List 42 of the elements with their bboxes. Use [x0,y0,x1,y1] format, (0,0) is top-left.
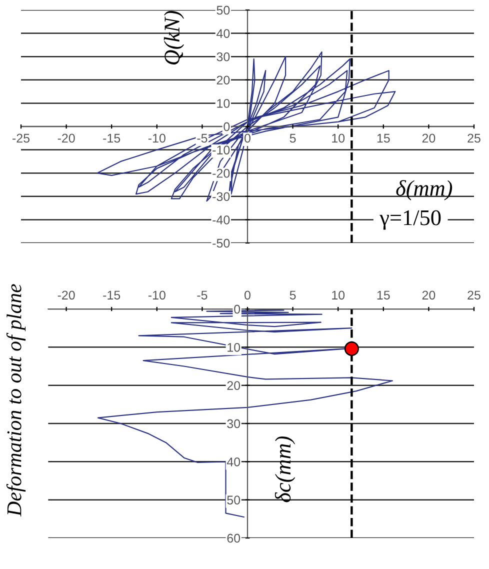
y-axis-title: δc(mm) [274,436,296,502]
y-tick-label: 40 [216,29,230,38]
y-tick-label: 40 [226,457,240,466]
x-tick-label: 15 [377,290,390,300]
x-tick-label: 20 [422,134,436,143]
x-axis-title: δ(mm) [396,180,452,200]
y-tick-label: 10 [228,342,240,352]
x-tick-label: 25 [468,290,480,300]
x-tick-label: -20 [58,134,75,143]
y-tick-label: 10 [217,99,230,108]
annotation: γ=1/50 [380,210,441,230]
y-tick-label: 0 [224,122,230,132]
x-tick-label: -20 [58,290,75,300]
x-tick-label: -15 [103,134,120,143]
y-tick-label: 20 [227,381,240,390]
x-tick-label: 5 [290,290,296,300]
x-tick-label: 0 [244,290,250,300]
y-tick-label: 50 [227,496,240,504]
x-tick-label: 0 [244,134,250,143]
y-tick-label: -30 [212,192,230,202]
y-tick-label: -50 [212,238,230,248]
x-tick-label: -10 [148,290,166,300]
y-tick-label: 30 [227,419,240,428]
y-tick-label: 20 [216,76,230,85]
x-tick-label: 20 [422,290,436,300]
x-tick-label: 5 [290,134,296,143]
text: Deformation to out of plane [6,284,26,517]
x-tick-label: 10 [332,290,345,300]
x-tick-label: 15 [377,134,390,143]
x-tick-label: -15 [103,290,120,300]
x-tick-label: 10 [332,134,345,143]
x-tick-label: -10 [148,134,166,143]
y-tick-label: -40 [212,216,230,224]
y-tick-label: 60 [227,534,240,543]
x-tick-label: -5 [197,134,208,143]
y-tick-label: 50 [216,6,230,15]
x-tick-label: 25 [468,134,480,143]
y-tick-label: 30 [216,52,230,62]
x-tick-label: -5 [197,290,208,300]
x-tick-label: -25 [12,134,30,143]
y-tick-label: 0 [234,304,240,314]
y-axis-title: Q(kN) [164,10,184,64]
